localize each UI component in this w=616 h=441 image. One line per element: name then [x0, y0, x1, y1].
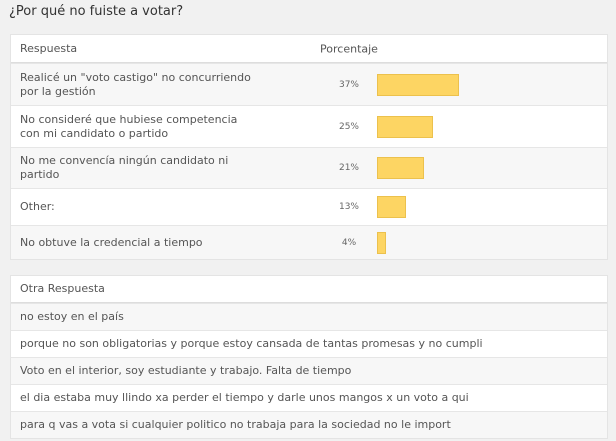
answer-label: No obtuve la credencial a tiempo [20, 235, 203, 249]
other-answer-text: no estoy en el país [20, 310, 124, 323]
percent-label: 21% [338, 163, 359, 173]
result-row: No consideré que hubiese competencia con… [11, 105, 607, 147]
results-header-row: Respuesta Porcentaje [11, 35, 607, 63]
other-answer-row: el dia estaba muy llindo xa perder el ti… [11, 384, 607, 411]
other-answers-header: Otra Respuesta [20, 282, 105, 295]
result-row: Other: 13% [11, 188, 607, 225]
other-answer-text: Voto en el interior, soy estudiante y tr… [20, 364, 352, 377]
other-answers-table: Otra Respuesta no estoy en el país porque… [10, 275, 608, 439]
percent-bar [377, 115, 433, 138]
answer-label: No consideré que hubiese competencia con… [20, 112, 238, 140]
result-row: No me convencía ningún candidato ni part… [11, 147, 607, 188]
percent-bar [377, 73, 460, 96]
percent-label: 25% [338, 121, 359, 132]
result-row: No obtuve la credencial a tiempo 4% [11, 225, 607, 259]
percent-bar [377, 196, 406, 218]
answer-label: No me convencía ningún candidato ni part… [20, 154, 229, 181]
percent-label: 37% [338, 79, 359, 90]
answer-label: Realicé un "voto castigo" no concurriend… [20, 70, 251, 98]
percent-label: 4% [341, 237, 357, 248]
percent-bar [377, 231, 386, 254]
other-answer-text: para q vas a vota si cualquier politico … [20, 418, 451, 431]
other-answer-row: no estoy en el país [11, 303, 607, 330]
percent-column-header: Porcentaje [320, 42, 378, 55]
other-answer-row: porque no son obligatorias y porque esto… [11, 330, 607, 357]
answer-label: Other: [20, 200, 55, 213]
other-answer-text: el dia estaba muy llindo xa perder el ti… [20, 391, 469, 404]
other-answer-row: Voto en el interior, soy estudiante y tr… [11, 357, 607, 384]
other-answer-row: para q vas a vota si cualquier politico … [11, 411, 607, 438]
percent-bar [377, 157, 424, 179]
other-answers-header-row: Otra Respuesta [11, 276, 607, 303]
results-table: Respuesta Porcentaje Realicé un "voto ca… [10, 34, 608, 260]
result-row: Realicé un "voto castigo" no concurriend… [11, 63, 607, 105]
percent-label: 13% [338, 202, 359, 212]
other-answer-text: porque no son obligatorias y porque esto… [20, 337, 483, 350]
answer-column-header: Respuesta [20, 41, 78, 55]
poll-title: ¿Por qué no fuiste a votar? [9, 4, 184, 19]
